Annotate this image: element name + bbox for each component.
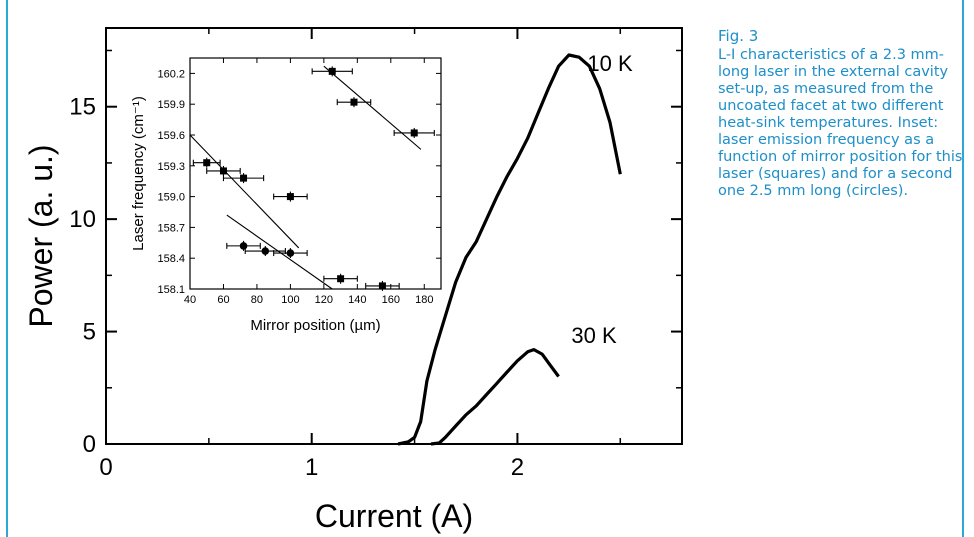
inset-y-axis-label: Laser frequency (cm⁻¹)	[130, 96, 147, 251]
figure-label: Fig. 3	[718, 27, 759, 45]
inset-y-tick-label: 158.4	[157, 253, 185, 265]
main-plot-frame	[105, 27, 683, 445]
inset-y-tick-label: 159.9	[157, 99, 185, 111]
data-point-square	[219, 167, 227, 175]
figure-frame	[6, 0, 964, 537]
x-axis-label: Current (A)	[315, 498, 473, 534]
inset-x-tick-label: 140	[348, 294, 366, 306]
y-tick-label: 10	[69, 206, 96, 233]
fit-line-2	[323, 65, 422, 150]
inset-y-tick-label: 159.6	[157, 130, 185, 142]
x-tick-label: 2	[511, 454, 524, 481]
inset-x-tick-label: 80	[251, 294, 263, 306]
y-tick-label: 15	[69, 94, 96, 121]
fit-line-1	[226, 214, 333, 290]
data-point-circle	[261, 247, 270, 255]
inset-x-axis-label: Mirror position (µm)	[250, 317, 380, 334]
inset-x-tick-label: 40	[184, 294, 196, 306]
series-label-10K: 10 K	[587, 51, 633, 76]
inset-y-tick-label: 159.3	[157, 161, 185, 173]
inset-y-tick-label: 158.1	[157, 284, 185, 296]
inset-y-tick-label: 160.2	[157, 68, 185, 80]
inset-plot-axes: 40 60 80 100 120 140 160 180 158.1 158.4 158.7 159.…	[130, 57, 442, 334]
data-point-square	[203, 159, 211, 167]
series-label-30K: 30 K	[571, 323, 617, 348]
data-point-square	[240, 174, 248, 182]
data-point-circle	[286, 249, 295, 257]
inset-y-tick-label: 159.0	[157, 192, 185, 204]
fit-line-0	[189, 134, 300, 249]
inset-x-tick-label: 120	[315, 294, 333, 306]
data-point-square	[350, 98, 358, 106]
data-point-square	[328, 67, 336, 75]
data-point-square	[286, 193, 294, 201]
x-tick-label: 1	[305, 454, 318, 481]
series-line-0	[397, 53, 622, 446]
inset-x-tick-label: 180	[415, 294, 433, 306]
caption-text: L-I characteristics of a 2.3 mm-long las…	[718, 47, 963, 199]
data-point-square	[410, 129, 418, 137]
data-point-square	[378, 282, 386, 290]
data-point-square	[337, 275, 345, 283]
inset-y-tick-label: 158.7	[157, 222, 185, 234]
x-tick-label: 0	[99, 454, 112, 481]
inset-x-tick-label: 100	[281, 294, 299, 306]
data-point-circle	[239, 242, 248, 250]
y-tick-label: 0	[83, 431, 96, 458]
figure-caption: Fig. 3 L-I characteristics of a 2.3 mm-l…	[718, 28, 968, 200]
y-axis-label: Power (a. u.)	[23, 144, 59, 327]
series-line-1	[430, 348, 560, 446]
inset-x-tick-label: 160	[382, 294, 400, 306]
y-tick-label: 5	[83, 319, 96, 346]
inset-x-tick-label: 60	[217, 294, 229, 306]
inset-plot-frame	[189, 57, 442, 290]
